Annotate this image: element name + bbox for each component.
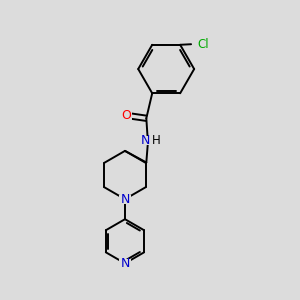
Text: N: N — [120, 193, 130, 206]
Bar — [119, 259, 131, 268]
Text: N: N — [120, 257, 130, 270]
Bar — [120, 111, 132, 120]
Text: Cl: Cl — [198, 38, 209, 51]
Text: H: H — [152, 134, 161, 147]
Bar — [140, 136, 156, 145]
Text: N: N — [141, 134, 150, 147]
Bar — [119, 195, 131, 204]
Text: O: O — [121, 109, 130, 122]
